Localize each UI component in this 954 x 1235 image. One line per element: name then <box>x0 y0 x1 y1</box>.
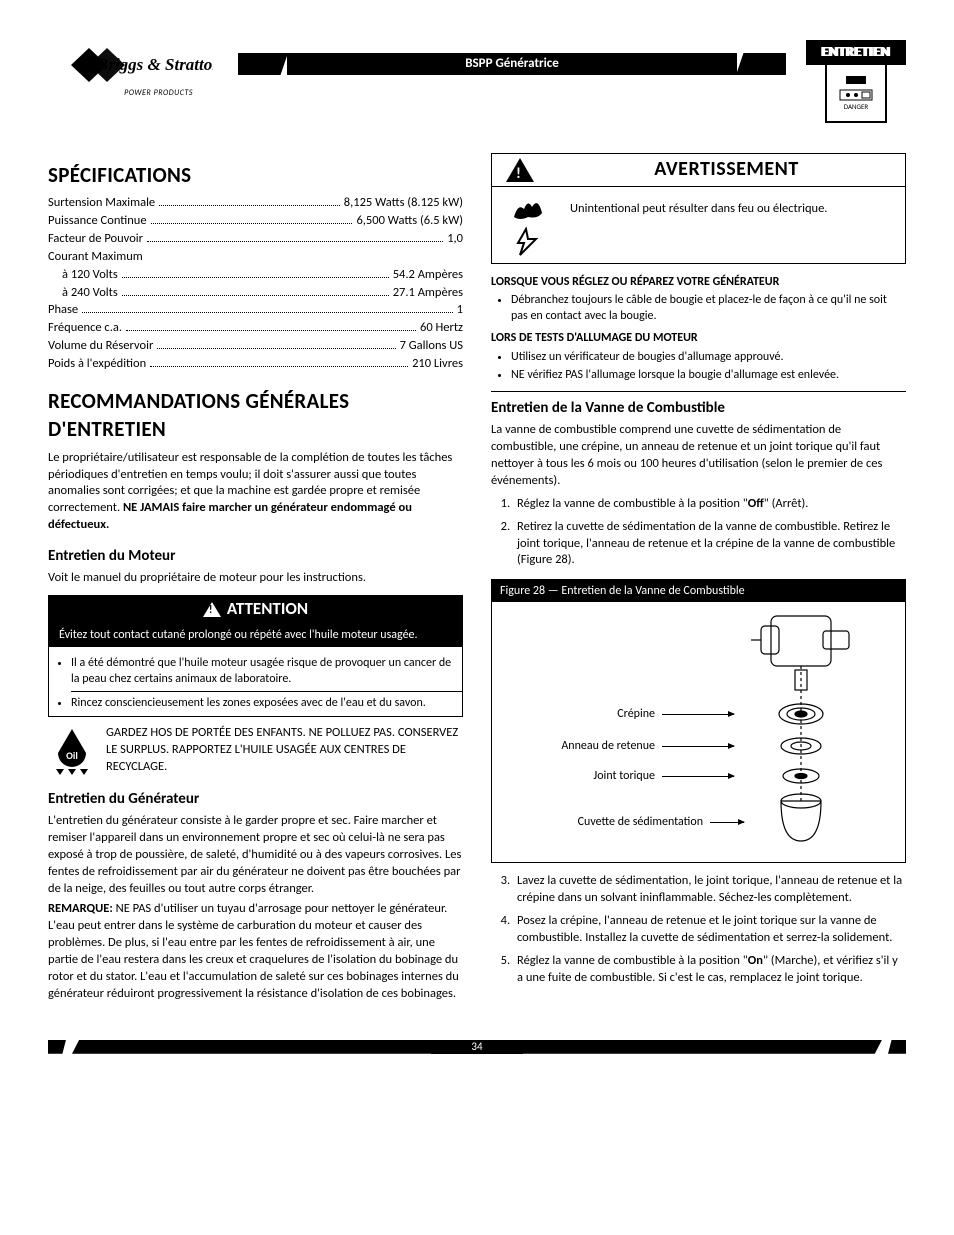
spec-value: 1 <box>457 302 463 319</box>
spec-row: Facteur de Pouvoir 1,0 <box>48 231 463 248</box>
attention-dark-text: Évitez tout contact cutané prolongé ou r… <box>49 623 462 647</box>
attention-bullets: Il a été démontré que l'huile moteur usa… <box>49 647 462 716</box>
valve-steps-bottom: Lavez la cuvette de sédimentation, le jo… <box>491 873 906 986</box>
spec-value: 27.1 Ampères <box>393 285 463 302</box>
spec-value: 6,500 Watts (6.5 kW) <box>356 213 463 230</box>
spec-value: 8,125 Watts (8.125 kW) <box>344 195 463 212</box>
specs-table: Surtension Maximale 8,125 Watts (8.125 kW… <box>48 195 463 373</box>
spec-label: à 120 Volts <box>62 267 118 284</box>
valve-step-4: Posez la crépine, l'anneau de retenue et… <box>513 913 906 947</box>
spec-value: 54.2 Ampères <box>393 267 463 284</box>
spec-value: 60 Hertz <box>420 320 463 337</box>
avertissement-body: Unintentional peut résulter dans feu ou … <box>564 187 905 263</box>
warn-sub1-title: LORSQUE VOUS RÉGLEZ OU RÉPAREZ VOTRE GÉN… <box>491 274 906 290</box>
fig-label-anneau: Anneau de retenue <box>561 738 655 754</box>
figure-28: Figure 28 — Entretien de la Vanne de Com… <box>491 579 906 863</box>
warn-sub1-list: Débranchez toujours le câble de bougie e… <box>491 292 906 324</box>
spec-row: Volume du Réservoir 7 Gallons US <box>48 338 463 355</box>
valve-steps-top: Réglez la vanne de combustible à la posi… <box>491 496 906 570</box>
doc-title: BSPP Génératrice <box>287 53 737 75</box>
page-number: 34 <box>431 1040 522 1054</box>
svg-text:Oil: Oil <box>66 749 78 762</box>
valve-p1: La vanne de combustible comprend une cuv… <box>491 422 906 490</box>
doc-title-bar: BSPP Génératrice <box>238 50 786 78</box>
valve-step-1: Réglez la vanne de combustible à la posi… <box>513 496 906 513</box>
attention-callout: ATTENTION Évitez tout contact cutané pro… <box>48 595 463 717</box>
valve-heading: Entretien de la Vanne de Combustible <box>491 391 906 418</box>
section-tab: ENTRETIEN DANGER <box>806 40 906 123</box>
spec-row: Fréquence c.a. 60 Hertz <box>48 320 463 337</box>
warning-triangle-icon <box>506 158 534 182</box>
fig-label-cuvette: Cuvette de sédimentation <box>578 814 703 830</box>
spec-label: à 240 Volts <box>62 285 118 302</box>
valve-step-2: Retirez la cuvette de sédimentation de l… <box>513 519 906 570</box>
spec-value: 1,0 <box>447 231 463 248</box>
spec-value: 210 Livres <box>412 356 463 373</box>
page-header: Briggs & Stratton POWER PRODUCTS BSPP Gé… <box>48 40 906 123</box>
recs-heading: RECOMMANDATIONS GÉNÉRALES D'ENTRETIEN <box>48 387 463 444</box>
spec-row: à 120 Volts 54.2 Ampères <box>48 267 463 284</box>
oil-recycle-icon: Oil <box>48 725 96 777</box>
spec-label: Surtension Maximale <box>48 195 155 212</box>
spec-row: Poids à l'expédition 210 Livres <box>48 356 463 373</box>
hazard-icons <box>492 187 564 263</box>
spec-row: à 240 Volts 27.1 Ampères <box>48 285 463 302</box>
generator-p1: L'entretien du générateur consiste à le … <box>48 813 463 897</box>
left-column: SPÉCIFICATIONS Surtension Maximale 8,125 … <box>48 153 463 1007</box>
spec-value: 7 Gallons US <box>400 338 463 355</box>
section-tab-label: ENTRETIEN <box>806 40 906 65</box>
spec-label: Phase <box>48 302 78 319</box>
fig-label-joint: Joint torique <box>593 768 655 784</box>
oil-recycle-text: GARDEZ HOS DE PORTÉE DES ENFANTS. NE POL… <box>106 725 463 776</box>
recs-paragraph: Le propriétaire/utilisateur est responsa… <box>48 450 463 534</box>
figure-28-title: Figure 28 — Entretien de la Vanne de Com… <box>492 580 905 602</box>
right-column: AVERTISSEMENT Unintentional peut résulte… <box>491 153 906 1007</box>
valve-step-5: Réglez la vanne de combustible à la posi… <box>513 953 906 987</box>
generator-p2: REMARQUE: NE PAS d'utiliser un tuyau d'a… <box>48 901 463 1002</box>
valve-step-3: Lavez la cuvette de sédimentation, le jo… <box>513 873 906 907</box>
figure-28-body: Crépine Anneau de retenue Joint torique … <box>492 602 905 862</box>
spec-label: Facteur de Pouvoir <box>48 231 143 248</box>
spec-row: Courant Maximum <box>48 249 463 266</box>
attention-title: ATTENTION <box>49 596 462 623</box>
section-tab-icon: DANGER <box>825 65 887 123</box>
logo-subtext: POWER PRODUCTS <box>73 88 193 99</box>
spec-label: Poids à l'expédition <box>48 356 146 373</box>
brand-logo: Briggs & Stratton POWER PRODUCTS <box>48 40 218 99</box>
oil-recycle-note: Oil GARDEZ HOS DE PORTÉE DES ENFANTS. NE… <box>48 725 463 777</box>
engine-p1: Voit le manuel du propriétaire de moteur… <box>48 570 463 587</box>
specs-heading: SPÉCIFICATIONS <box>48 161 463 189</box>
warning-triangle-icon <box>203 602 221 617</box>
spec-row: Puissance Continue 6,500 Watts (6.5 kW) <box>48 213 463 230</box>
spec-row: Phase 1 <box>48 302 463 319</box>
warn-sub2-list: Utilisez un vérificateur de bougies d'al… <box>491 349 906 383</box>
fig-label-crepine: Crépine <box>617 706 655 722</box>
generator-heading: Entretien du Générateur <box>48 789 463 809</box>
avertissement-title: AVERTISSEMENT <box>548 156 905 183</box>
spec-label: Volume du Réservoir <box>48 338 153 355</box>
spec-label: Courant Maximum <box>48 249 143 266</box>
warn-sub2-title: LORS DE TESTS D'ALLUMAGE DU MOTEUR <box>491 330 906 346</box>
avertissement-box: AVERTISSEMENT Unintentional peut résulte… <box>491 153 906 264</box>
spec-row: Surtension Maximale 8,125 Watts (8.125 kW… <box>48 195 463 212</box>
spec-label: Puissance Continue <box>48 213 147 230</box>
engine-heading: Entretien du Moteur <box>48 546 463 566</box>
spec-label: Fréquence c.a. <box>48 320 122 337</box>
logo-text: Briggs & Stratton <box>96 55 213 74</box>
page-footer: 34 <box>48 1037 906 1057</box>
